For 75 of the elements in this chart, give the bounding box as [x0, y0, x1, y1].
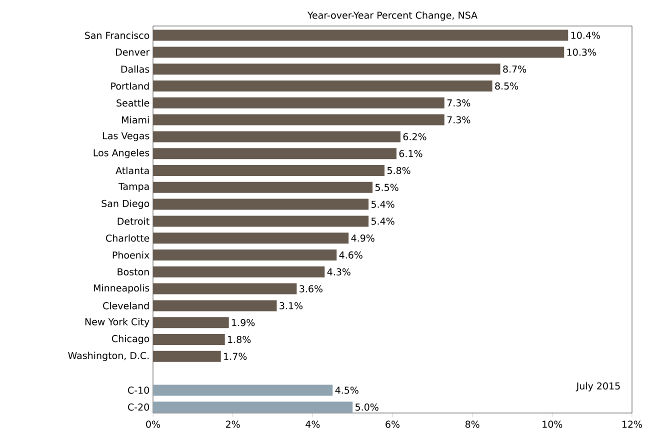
bar [153, 182, 373, 193]
data-label: 5.8% [387, 166, 410, 174]
data-label: 3.1% [280, 302, 303, 310]
y-tick-label: Minneapolis [94, 284, 150, 294]
data-label: 5.4% [371, 218, 394, 225]
bar [153, 30, 568, 41]
data-label: 6.2% [403, 133, 426, 140]
y-tick-label: Phoenix [112, 251, 150, 259]
bar [153, 80, 492, 92]
y-tick-label: San Francisco [85, 32, 150, 39]
bar [153, 300, 277, 312]
bar [153, 350, 221, 362]
bar [153, 232, 349, 244]
data-label: 10.4% [571, 32, 600, 39]
y-tick-label: Denver [116, 48, 150, 56]
data-label: 7.3% [447, 99, 470, 106]
y-tick-label: Chicago [112, 334, 150, 344]
y-tick-label: Atlanta [116, 166, 149, 174]
data-label: 8.7% [503, 66, 526, 73]
y-tick-label: Boston [118, 268, 149, 276]
bar [153, 46, 564, 58]
y-tick-label: Seattle [116, 99, 150, 107]
bar [153, 198, 369, 210]
bar [153, 266, 325, 278]
bar [153, 249, 337, 260]
bar [153, 334, 225, 345]
y-tick-label: Tampa [118, 182, 149, 192]
data-label: 1.7% [224, 352, 247, 360]
y-tick-label: Dallas [121, 65, 150, 73]
data-label: 6.1% [399, 150, 422, 158]
bar [153, 64, 500, 75]
bar [153, 384, 333, 396]
data-label: 3.6% [300, 285, 323, 292]
bar [153, 164, 385, 176]
data-label: 4.3% [327, 268, 350, 276]
data-label: 1.8% [228, 336, 251, 344]
bar [153, 317, 229, 328]
y-tick-label: Miami [122, 116, 149, 124]
y-tick-label: Washington, D.C. [68, 352, 149, 361]
data-label: 1.9% [232, 318, 255, 326]
y-tick-label: Las Vegas [103, 132, 150, 142]
annotation: July 2015 [576, 382, 620, 392]
data-label: 5.4% [371, 200, 394, 208]
bar [153, 402, 353, 413]
data-label: 5.0% [356, 403, 378, 411]
y-tick-label: Portland [111, 82, 149, 90]
bar [153, 283, 297, 294]
x-tick-label: 6% [386, 420, 400, 428]
bar [153, 148, 396, 160]
x-tick-label: 4% [306, 420, 320, 428]
x-tick-label: 2% [226, 420, 240, 428]
y-tick-label: Cleveland [103, 302, 149, 310]
y-tick-label: New York City [85, 318, 150, 328]
x-tick-label: 8% [465, 420, 480, 428]
bar [153, 97, 444, 108]
chart-title: Year-over-Year Percent Change, NSA [307, 11, 478, 21]
data-label: 7.3% [447, 116, 470, 124]
y-tick-label: Detroit [118, 218, 150, 225]
x-tick-label: 0% [146, 420, 160, 428]
data-label: 8.5% [495, 82, 518, 90]
x-tick-label: 10% [542, 420, 562, 428]
bar [153, 216, 369, 227]
data-label: 4.6% [339, 251, 362, 259]
data-label: 5.5% [375, 184, 398, 191]
y-tick-label: San Diego [102, 200, 150, 209]
data-label: 4.5% [335, 386, 358, 394]
bar [153, 131, 400, 142]
y-tick-label: Charlotte [106, 234, 150, 242]
x-tick-label: 12% [622, 420, 642, 428]
bar [153, 114, 444, 126]
data-label: 10.3% [567, 48, 596, 56]
y-tick-label: C-20 [128, 403, 149, 411]
y-tick-label: C-10 [128, 386, 149, 394]
data-label: 4.9% [351, 234, 374, 242]
y-tick-label: Los Angeles [94, 149, 150, 158]
